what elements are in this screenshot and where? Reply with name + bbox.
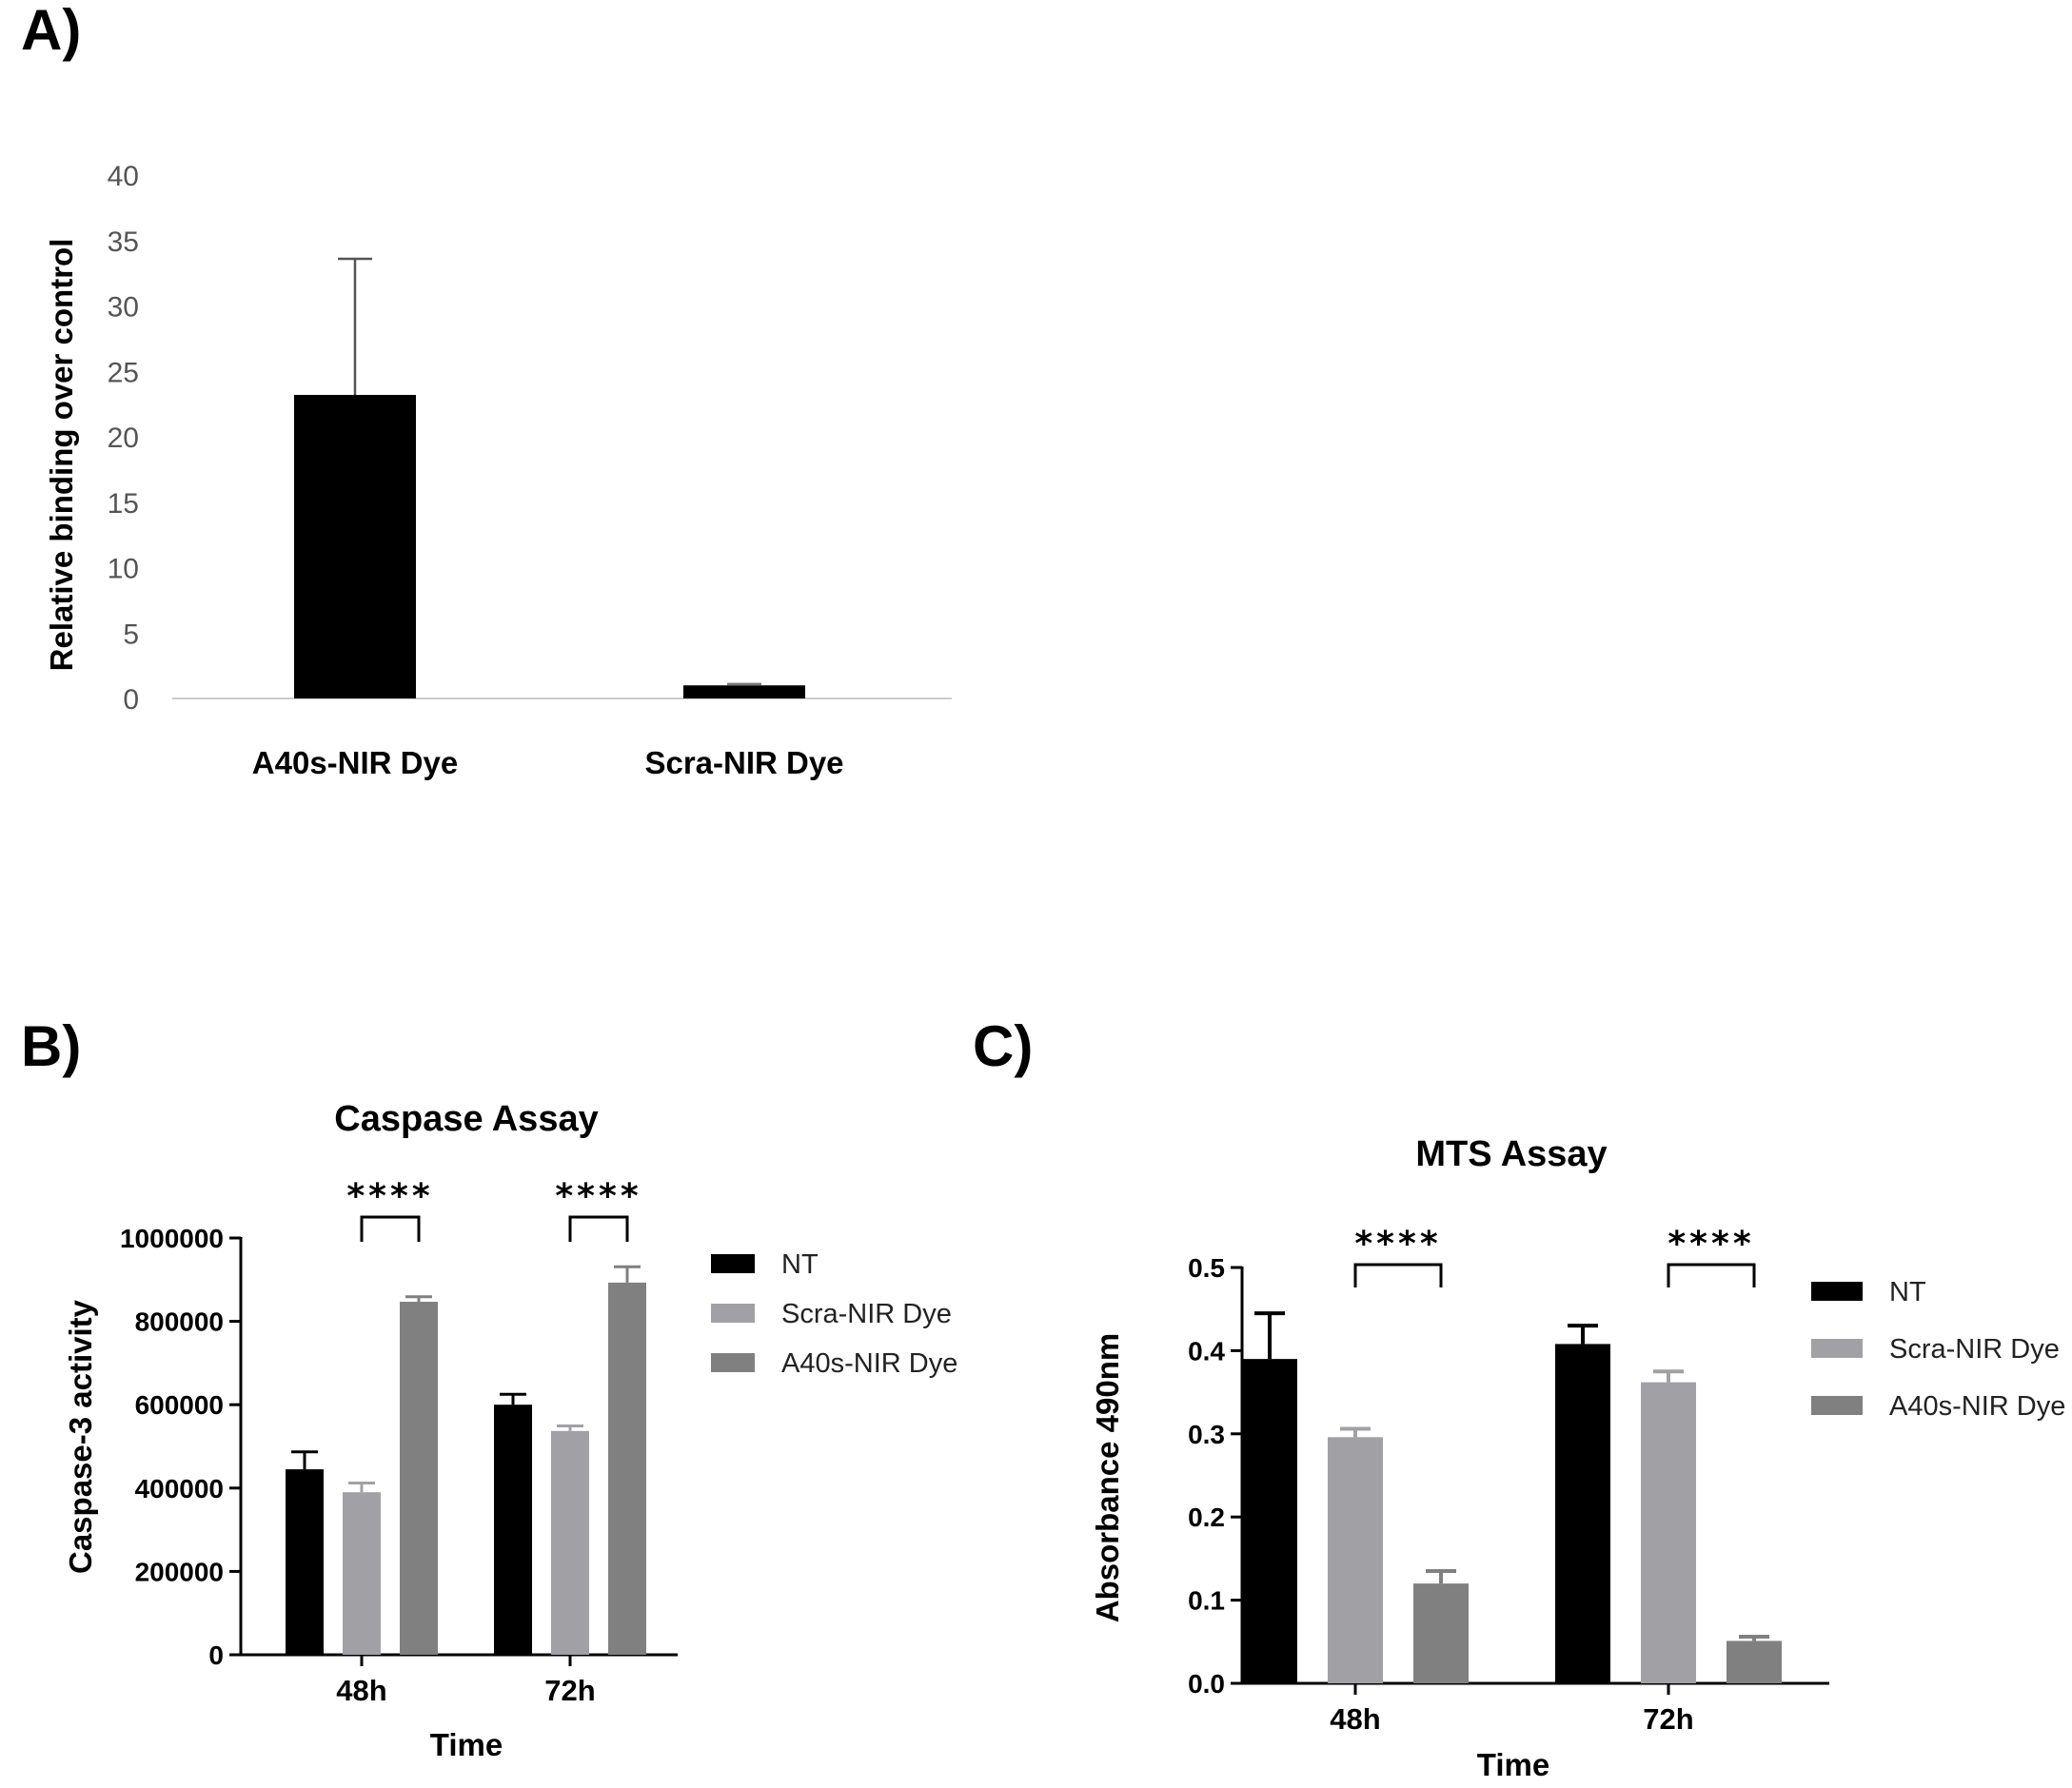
chart-a: Relative binding over control 0 5 10 15 20 25… [44, 161, 952, 780]
y-tick-label: 0.0 [1188, 1669, 1225, 1699]
bar-a40s-nir-dye-48h [400, 1302, 438, 1655]
significance-label: **** [346, 1177, 433, 1216]
bar-a40s-nir-dye-72h [1727, 1641, 1782, 1683]
legend-label: Scra-NIR Dye [1889, 1334, 2060, 1365]
legend-label: A40s-NIR Dye [1889, 1391, 2065, 1422]
chart-b-xlabel: Time [430, 1727, 503, 1762]
bar-a40s-nir-dye-72h [608, 1282, 646, 1655]
bar-nt-48h [286, 1469, 324, 1655]
legend-label: NT [781, 1249, 819, 1280]
category-label: 48h [336, 1674, 386, 1707]
bar-scra-nir-dye-48h [1328, 1437, 1383, 1683]
chart-b: Caspase Assay Caspase-3 activity Time 0 2… [63, 1099, 957, 1762]
bar-nt-48h [1242, 1359, 1297, 1683]
legend-label: Scra-NIR Dye [781, 1299, 952, 1329]
chart-a-ylabel: Relative binding over control [44, 239, 79, 672]
bar-a40s-nir-dye [294, 395, 416, 698]
significance-bracket [360, 1215, 421, 1242]
y-tick-label: 1000000 [120, 1224, 224, 1253]
significance-label: **** [1667, 1225, 1754, 1264]
bar-nt-72h [494, 1405, 532, 1655]
category-label: 72h [544, 1674, 595, 1707]
y-tick-label: 35 [108, 226, 139, 258]
y-tick-label: 5 [123, 619, 139, 650]
y-tick-label: 15 [108, 488, 139, 520]
significance-bracket [1667, 1263, 1756, 1287]
y-tick-label: 0.3 [1188, 1420, 1225, 1449]
significance-bracket [1353, 1263, 1443, 1287]
panel-label-b: B) [21, 1014, 81, 1078]
bar-a40s-nir-dye-48h [1413, 1583, 1469, 1683]
category-label: 48h [1330, 1702, 1380, 1736]
legend-label: NT [1889, 1277, 1926, 1307]
y-tick-label: 0 [123, 684, 139, 716]
chart-c-xlabel: Time [1477, 1747, 1549, 1782]
y-tick-label: 10 [108, 554, 139, 585]
legend-swatch [1811, 1339, 1863, 1358]
y-tick-label: 30 [108, 292, 139, 324]
chart-c: MTS Assay Absorbance 490nm Time 0.0 0.1 0.… [1090, 1134, 2065, 1782]
bar-scra-nir-dye-72h [1641, 1382, 1696, 1683]
y-tick-label: 0.5 [1188, 1253, 1225, 1283]
significance-label: **** [555, 1177, 641, 1216]
y-tick-label: 0.4 [1188, 1336, 1225, 1366]
panel-label-a: A) [21, 0, 81, 62]
y-tick-label: 20 [108, 422, 139, 454]
chart-b-title: Caspase Assay [334, 1099, 598, 1139]
y-tick-label: 40 [108, 161, 139, 192]
chart-c-title: MTS Assay [1415, 1134, 1607, 1174]
significance-bracket [568, 1215, 629, 1242]
category-label: 72h [1643, 1702, 1693, 1736]
significance-label: **** [1354, 1225, 1441, 1264]
legend-swatch [711, 1254, 755, 1273]
legend-label: A40s-NIR Dye [781, 1348, 957, 1379]
y-tick-label: 600000 [135, 1390, 224, 1420]
chart-c-ylabel: Absorbance 490nm [1090, 1333, 1125, 1622]
y-tick-label: 0 [208, 1641, 224, 1670]
y-tick-label: 0.1 [1188, 1586, 1225, 1616]
y-tick-label: 800000 [135, 1307, 224, 1337]
category-label: A40s-NIR Dye [252, 745, 458, 780]
bar-nt-72h [1555, 1344, 1610, 1683]
bar-scra-nir-dye [683, 685, 805, 698]
y-tick-label: 400000 [135, 1474, 224, 1503]
y-tick-label: 0.2 [1188, 1503, 1225, 1532]
category-label: Scra-NIR Dye [644, 745, 843, 780]
legend-swatch [1811, 1282, 1863, 1301]
legend-swatch [1811, 1396, 1863, 1415]
chart-b-ylabel: Caspase-3 activity [63, 1299, 98, 1574]
panel-label-c: C) [973, 1014, 1033, 1078]
bar-scra-nir-dye-48h [343, 1492, 381, 1655]
legend-swatch [711, 1304, 755, 1323]
y-tick-label: 25 [108, 357, 139, 388]
bar-scra-nir-dye-72h [551, 1430, 589, 1655]
legend-swatch [711, 1353, 755, 1372]
y-tick-label: 200000 [135, 1557, 224, 1586]
